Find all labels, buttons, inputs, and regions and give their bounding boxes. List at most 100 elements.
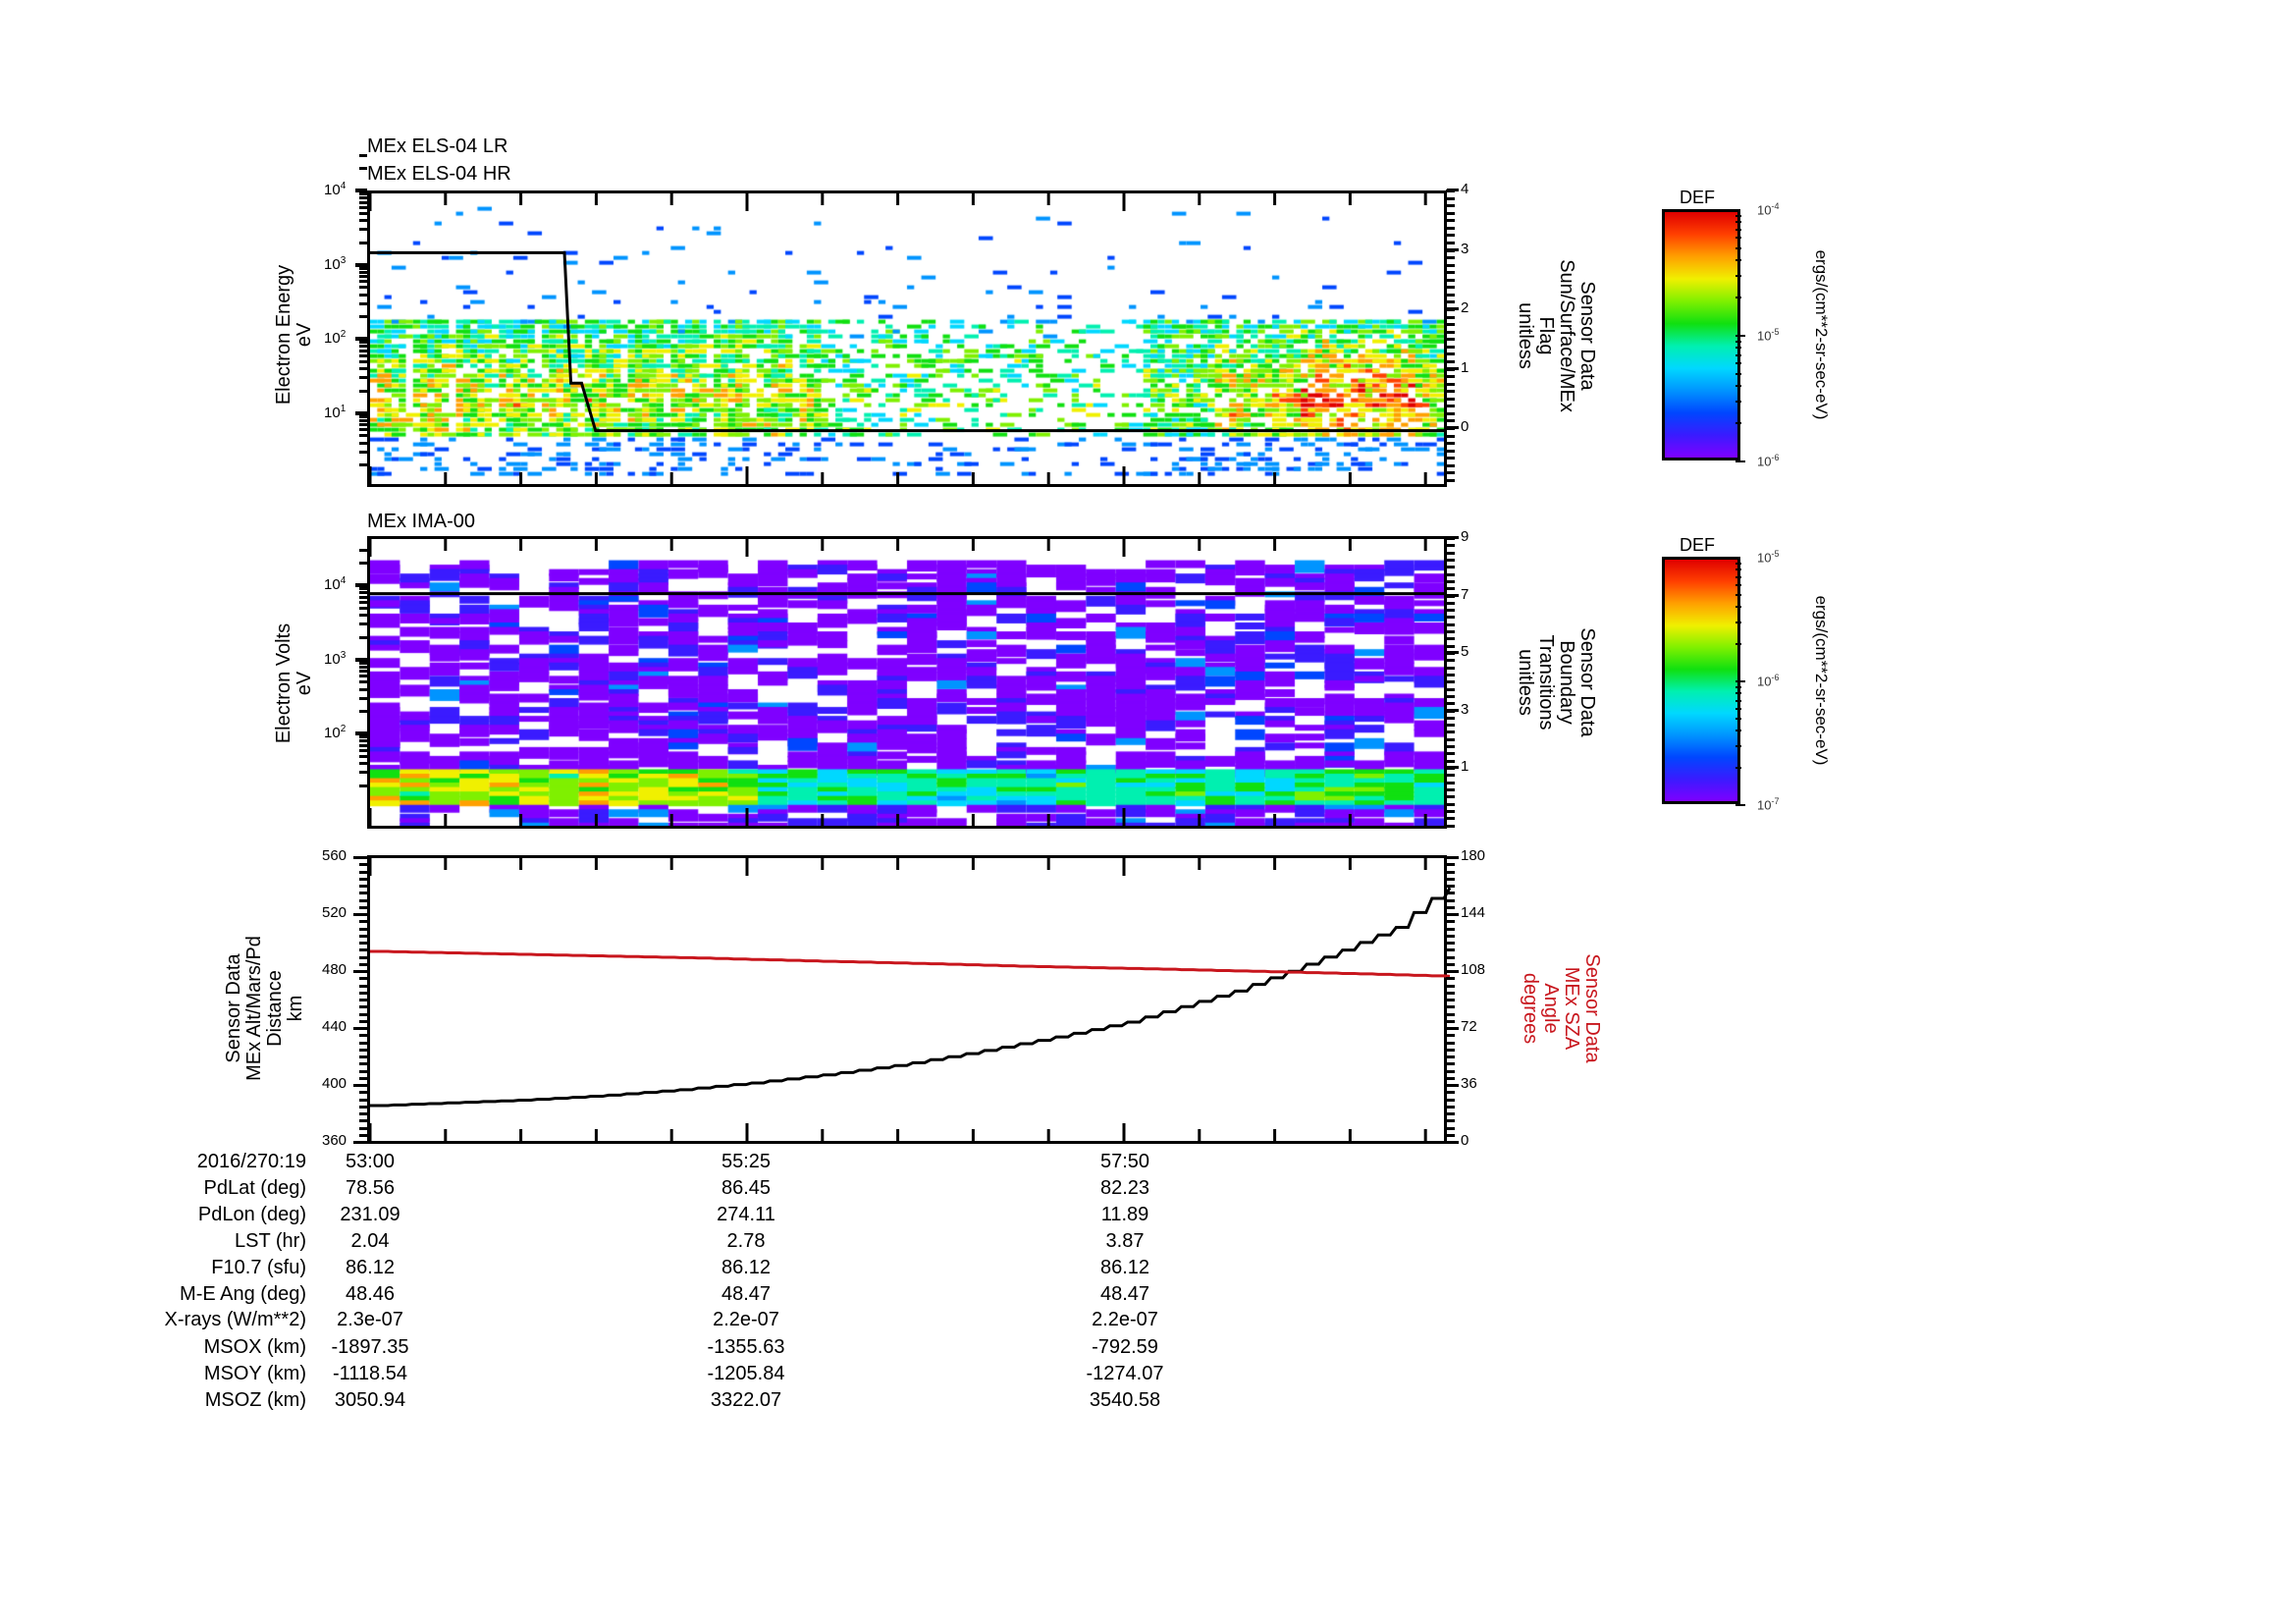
y-right-minor-tick [1446, 962, 1455, 966]
y-minor-tick [359, 622, 367, 626]
y-right-tick-label: 0 [1461, 418, 1469, 435]
y-minor-tick [359, 680, 367, 684]
y-minor-tick [359, 349, 367, 352]
y-major-tick [355, 410, 367, 415]
panel1-right-axis-title: Sensor Data Sun/Surface/MEx Flag unitles… [1515, 218, 1598, 454]
colorbar-tick [1735, 335, 1745, 337]
table-cell: 2.78 [726, 1230, 766, 1252]
y-right-minor-tick [1446, 795, 1455, 799]
y-right-minor-tick [1446, 204, 1455, 208]
colorbar-tick [1735, 593, 1741, 596]
colorbar-tick [1735, 643, 1741, 646]
y-minor-tick [359, 315, 367, 319]
table-cell: 48.47 [1099, 1283, 1150, 1305]
y-right-minor-tick [1446, 622, 1455, 626]
colorbar-tick [1735, 460, 1745, 462]
y-minor-tick [359, 606, 367, 610]
y-right-minor-tick [1446, 558, 1455, 562]
y-minor-tick [359, 635, 367, 639]
y-tick-label: 560 [322, 847, 347, 864]
colorbar1 [1662, 209, 1740, 460]
y-major-tick [355, 189, 367, 192]
y-minor-tick [359, 463, 367, 467]
y-minor-tick [359, 1069, 367, 1073]
y-minor-tick [359, 892, 367, 895]
y-minor-tick [359, 548, 367, 552]
y-right-minor-tick [1446, 630, 1455, 634]
panel3-llabel-line2: MEx Alt/Mars/Pd [243, 936, 265, 1081]
table-cell: 57:50 [1099, 1151, 1150, 1172]
y-right-tick-label: 3 [1461, 700, 1469, 718]
y-right-minor-tick [1446, 544, 1455, 548]
y-right-tick-label: 3 [1461, 240, 1469, 257]
y-minor-tick [359, 984, 367, 988]
y-right-minor-tick [1446, 709, 1455, 713]
colorbar-tick-label: 10-6 [1757, 453, 1780, 469]
y-right-minor-tick [1446, 471, 1455, 475]
y-right-minor-tick [1446, 892, 1455, 895]
y-tick-label: 480 [322, 961, 347, 978]
y-right-minor-tick [1446, 594, 1455, 598]
colorbar-tick [1735, 583, 1741, 586]
y-right-minor-tick [1446, 730, 1455, 734]
boundary-transitions-line [368, 539, 1444, 826]
y-minor-tick [359, 754, 367, 758]
y-major-tick [355, 337, 367, 341]
y-minor-tick [359, 942, 367, 945]
y-tick-label: 440 [322, 1018, 347, 1035]
y-minor-tick [359, 991, 367, 995]
y-minor-tick [359, 670, 367, 674]
y-right-minor-tick [1446, 271, 1455, 275]
y-minor-tick [359, 301, 367, 305]
y-minor-tick [359, 1012, 367, 1016]
y-minor-tick [359, 948, 367, 952]
panel3-rlabel-line2: MEx SZA [1561, 966, 1582, 1051]
y-right-tick-label: 72 [1461, 1018, 1477, 1035]
y-minor-tick [359, 280, 367, 284]
y-right-minor-tick [1446, 824, 1455, 828]
panel1-ylabel-line1: Electron Energy [273, 264, 294, 406]
panel3-llabel-line3: Distance [264, 970, 286, 1047]
y-right-minor-tick [1446, 802, 1455, 806]
y-right-minor-tick [1446, 1048, 1455, 1052]
y-right-minor-tick [1446, 352, 1455, 356]
y-right-minor-tick [1446, 241, 1455, 244]
table-cell: 2.2e-07 [713, 1309, 779, 1330]
y-minor-tick [359, 275, 367, 279]
y-right-minor-tick [1446, 673, 1455, 676]
panel2-ylabel-line2: eV [294, 671, 315, 696]
y-right-minor-tick [1446, 1133, 1455, 1137]
y-right-minor-tick [1446, 745, 1455, 749]
table-cell: 231.09 [340, 1204, 400, 1225]
y-right-minor-tick [1446, 687, 1455, 691]
y-right-minor-tick [1446, 551, 1455, 555]
colorbar-tick [1735, 274, 1741, 277]
y-right-minor-tick [1446, 419, 1455, 423]
panel1-title-lr: MEx ELS-04 LR [367, 135, 508, 157]
y-right-minor-tick [1446, 970, 1455, 973]
y-right-minor-tick [1446, 587, 1455, 591]
table-row-label: MSOZ (km) [204, 1389, 306, 1411]
colorbar-tick [1735, 804, 1745, 806]
y-minor-tick [359, 595, 367, 599]
colorbar1-title: DEF [1680, 188, 1715, 207]
y-right-minor-tick [1446, 680, 1455, 684]
y-minor-tick [359, 977, 367, 981]
y-right-tick-label: 36 [1461, 1075, 1477, 1092]
y-minor-tick [359, 898, 367, 902]
y-right-tick-label: 1 [1461, 758, 1469, 775]
table-row-label: PdLon (deg) [197, 1204, 306, 1225]
y-right-minor-tick [1446, 1069, 1455, 1073]
y-right-minor-tick [1446, 702, 1455, 706]
colorbar-tick [1735, 228, 1741, 231]
y-minor-tick [359, 266, 367, 270]
table-row-label: PdLat (deg) [203, 1177, 306, 1199]
panel1-rlabel-line2: Sun/Surface/MEx [1556, 259, 1577, 412]
y-minor-tick [359, 696, 367, 700]
panel1-rlabel-line4: unitless [1515, 302, 1536, 369]
table-row-label: MSOY (km) [203, 1363, 306, 1384]
y-right-minor-tick [1446, 1105, 1455, 1109]
y-minor-tick [359, 863, 367, 867]
y-right-minor-tick [1446, 338, 1455, 342]
y-right-minor-tick [1446, 752, 1455, 756]
